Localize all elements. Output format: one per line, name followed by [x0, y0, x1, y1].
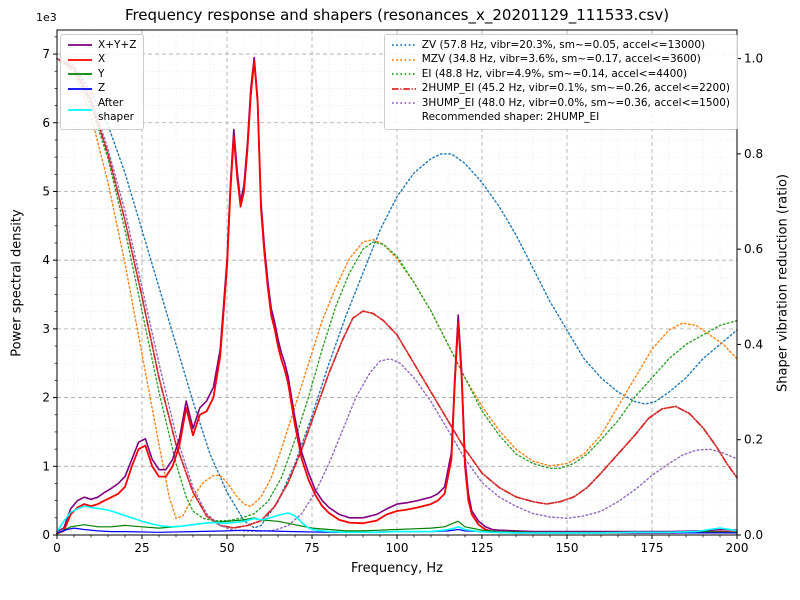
legend-item: MZV (34.8 Hz, vibr=3.6%, sm~=0.17, accel…: [391, 52, 730, 66]
series-3hump-ei: [56, 57, 738, 532]
y-right-tick-label: 1.0: [744, 52, 763, 66]
legend-line-sample: [68, 44, 92, 47]
legend-line-sample: [391, 73, 416, 76]
legend-label: ZV (57.8 Hz, vibr=20.3%, sm~=0.05, accel…: [421, 39, 706, 51]
y-left-tick-label: 5: [42, 184, 50, 198]
y-left-tick-label: 0: [42, 528, 50, 542]
x-tick-label: 175: [641, 541, 664, 555]
legend-label: 3HUMP_EI (48.0 Hz, vibr=0.0%, sm~=0.36, …: [421, 96, 730, 109]
y-left-tick-label: 6: [42, 116, 50, 130]
y-left-tick-label: 2: [42, 391, 50, 405]
series-x: [56, 60, 738, 535]
legend-label: X+Y+Z: [98, 39, 137, 51]
legend-label: 2HUMP_EI (45.2 Hz, vibr=0.1%, sm~=0.26, …: [421, 82, 730, 95]
y-left-tick-label: 1: [42, 459, 50, 473]
x-tick-label: 0: [53, 541, 61, 555]
legend-shapers: ZV (57.8 Hz, vibr=20.3%, sm~=0.05, accel…: [383, 34, 738, 130]
x-tick-label: 125: [471, 541, 494, 555]
series-ei: [56, 57, 738, 522]
x-tick-label: 25: [134, 541, 149, 555]
legend-item: Z: [67, 81, 136, 95]
y-left-tick-label: 3: [42, 322, 50, 336]
legend-line-sample: [68, 73, 92, 76]
legend-item: After shaper: [67, 96, 136, 125]
x-tick-label: 75: [304, 541, 319, 555]
legend-line-sample: [391, 102, 416, 105]
legend-line-sample: [391, 58, 416, 61]
legend-line-sample: [68, 109, 92, 112]
legend-item: Y: [67, 67, 136, 81]
legend-item: ZV (57.8 Hz, vibr=20.3%, sm~=0.05, accel…: [391, 38, 730, 52]
legend-item: 3HUMP_EI (48.0 Hz, vibr=0.0%, sm~=0.36, …: [391, 96, 730, 110]
recommended-shaper-text: Recommended shaper: 2HUMP_EI: [421, 111, 600, 124]
y-left-tick-label: 7: [42, 47, 50, 61]
x-tick-label: 200: [726, 541, 749, 555]
x-axis-label: Frequency, Hz: [350, 561, 444, 576]
y-right-tick-label: 0.6: [744, 242, 763, 256]
legend-line-sample: [391, 87, 416, 90]
y-axis-label-right: Shaper vibration reduction (ratio): [775, 174, 791, 392]
legend-item: EI (48.8 Hz, vibr=4.9%, sm~=0.14, accel<…: [391, 67, 730, 81]
legend-line-sample: [68, 87, 92, 90]
legend-line-sample: [68, 58, 92, 61]
legend-line-sample: [391, 44, 416, 47]
legend-item: X+Y+Z: [67, 38, 136, 52]
y-right-tick-label: 0.8: [744, 147, 763, 161]
x-tick-label: 100: [386, 541, 409, 555]
legend-label: MZV (34.8 Hz, vibr=3.6%, sm~=0.17, accel…: [421, 53, 701, 66]
legend-label: Z: [98, 82, 106, 95]
x-tick-label: 50: [219, 541, 234, 555]
legend-recommended-note: Recommended shaper: 2HUMP_EI: [391, 110, 730, 124]
y-left-tick-label: 4: [42, 253, 50, 267]
legend-label: EI (48.8 Hz, vibr=4.9%, sm~=0.14, accel<…: [421, 67, 688, 80]
legend-item: X: [67, 52, 136, 66]
series-2hump-ei: [56, 57, 738, 529]
y-right-tick-label: 0.4: [744, 337, 763, 351]
y-axis-offset-text: 1e3: [36, 11, 57, 24]
legend-label: X: [98, 53, 106, 66]
chart-title: Frequency response and shapers (resonanc…: [124, 6, 670, 24]
y-right-tick-label: 0.2: [744, 433, 763, 447]
series-x-y-z: [56, 56, 738, 533]
legend-label: Y: [98, 67, 105, 80]
legend-label: After shaper: [98, 96, 135, 124]
legend-psd: X+Y+Z X Y Z After shaper: [60, 34, 145, 130]
series-after-shaper: [56, 505, 738, 534]
y-right-tick-label: 0.0: [744, 528, 763, 542]
y-axis-label-left: Power spectral density: [9, 209, 25, 357]
x-tick-label: 150: [556, 541, 579, 555]
series-mzv: [56, 57, 738, 519]
legend-item: 2HUMP_EI (45.2 Hz, vibr=0.1%, sm~=0.26, …: [391, 81, 730, 95]
